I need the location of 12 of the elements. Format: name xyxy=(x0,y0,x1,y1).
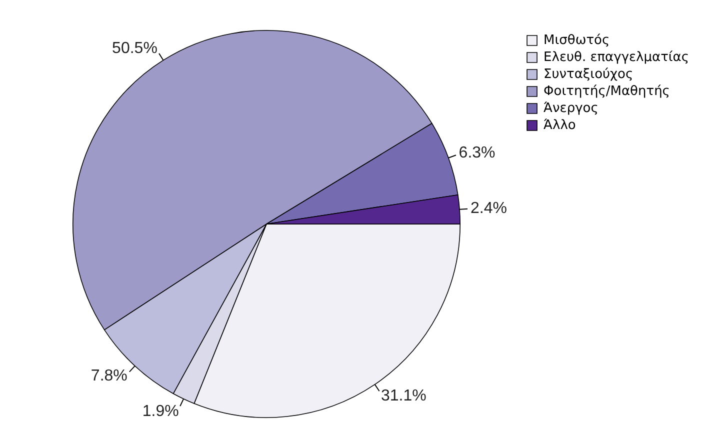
legend-label: Ελευθ. επαγγελματίας xyxy=(544,50,690,65)
legend-label: Φοιτητής/Μαθητής xyxy=(544,84,670,99)
data-label: 1.9% xyxy=(142,402,179,420)
data-label: 2.4% xyxy=(470,200,508,217)
legend-label: Συνταξιούχος xyxy=(544,66,634,82)
data-label: 50.5% xyxy=(112,40,158,57)
legend-label: Μισθωτός xyxy=(544,32,610,48)
data-label: 31.1% xyxy=(380,387,426,404)
legend-label: Άνεργος xyxy=(544,100,598,116)
data-label: 7.8% xyxy=(90,368,128,385)
legend-label: Άλλο xyxy=(544,118,576,133)
data-label: 6.3% xyxy=(458,144,496,162)
